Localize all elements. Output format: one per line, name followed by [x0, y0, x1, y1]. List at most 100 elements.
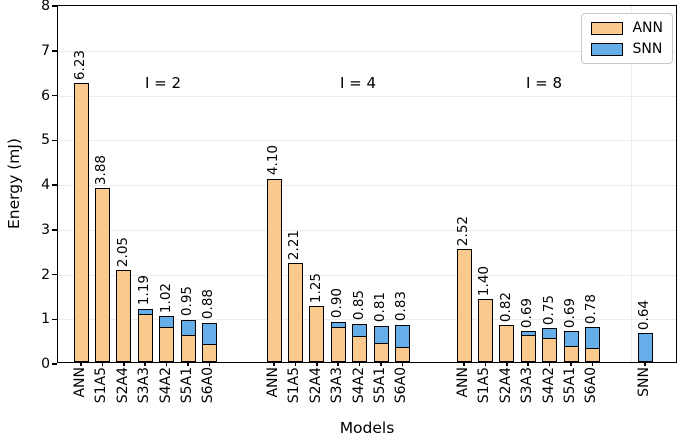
y-tick-mark [52, 139, 57, 141]
bar-cell-i2-s6a0: 0.88 S6A0 [200, 6, 217, 403]
bar-cell-i4-s5a1: 0.81 S5A1 [372, 6, 389, 403]
bar-i4-s3a3 [330, 321, 346, 362]
y-axis-label: Energy (mJ) [5, 138, 23, 230]
x-tick-label-i8-s5a1: S5A1 [562, 367, 578, 404]
bar-snn-segment [374, 326, 388, 344]
bar-i4-s4a2 [352, 324, 368, 362]
bar-value-label: 0.82 [497, 291, 514, 322]
x-tick-label-i4-s1a5: S1A5 [286, 367, 303, 404]
bar-value-label: 0.90 [329, 288, 346, 319]
legend-label-ann: ANN [632, 20, 663, 36]
bar-cell-i8-s5a1: 0.69 S5A1 [562, 6, 579, 403]
x-tick-label-i2-s4a2: S4A2 [157, 367, 174, 404]
y-tick-mark [52, 5, 57, 7]
bar-i8-s5a1 [563, 331, 579, 362]
y-tick-label-2: 2 [41, 266, 50, 283]
x-tick-label-i4-ann: ANN [265, 367, 281, 398]
bar-value-label: 2.05 [114, 236, 131, 267]
x-tick-label-i2-ann: ANN [72, 367, 88, 398]
bar-i2-s3a3 [137, 308, 153, 362]
y-tick-mark [52, 363, 57, 365]
x-tick-label-i4-s6a0: S6A0 [393, 367, 410, 404]
bar-value-label: 2.21 [286, 229, 303, 260]
bar-cell-i8-s4a2: 0.75 S4A2 [540, 6, 558, 403]
x-tick-label-i2-s2a4: S2A4 [114, 367, 131, 404]
x-tick-mark [506, 362, 508, 366]
bar-snn-segment [395, 325, 409, 348]
bar-value-label: 0.88 [200, 289, 217, 320]
y-tick-mark [52, 273, 57, 276]
x-tick-mark [273, 362, 275, 366]
gridline-y-4 [58, 185, 676, 186]
bar-snn-segment [181, 320, 195, 336]
bar-value-label: 4.10 [265, 144, 281, 175]
x-tick-mark [527, 362, 529, 366]
bar-cell-i2-s5a1: 0.95 S5A1 [179, 6, 196, 403]
bar-value-label: 0.69 [562, 297, 578, 328]
bar-snn-segment [353, 325, 367, 337]
gridline-y-5 [58, 140, 676, 142]
bar-cell-i2-s4a2: 1.02 S4A2 [157, 6, 175, 403]
bar-i4-s2a4 [309, 306, 325, 362]
x-tick-mark [463, 362, 465, 366]
bar-cell-i4-s6a0: 0.83 S6A0 [393, 6, 410, 403]
x-tick-mark [591, 362, 594, 366]
bar-value-label: 0.75 [540, 294, 557, 325]
gridline-x [631, 6, 632, 362]
bar-value-label: 0.83 [393, 291, 410, 322]
x-tick-mark [80, 362, 82, 366]
bar-snn [637, 333, 653, 362]
x-tick-label-i8-s1a5: S1A5 [476, 367, 493, 404]
x-tick-mark [401, 362, 404, 366]
bar-i8-s3a3 [520, 331, 536, 362]
bar-value-label: 0.69 [519, 297, 536, 328]
bar-value-label: 1.19 [136, 275, 153, 306]
bar-i4-ann [266, 178, 282, 362]
gridline-y-3 [58, 229, 676, 231]
bar-snn-segment [543, 329, 557, 340]
legend-swatch-ann [591, 21, 624, 35]
y-tick-mark [52, 184, 57, 186]
bar-value-label: 1.02 [157, 282, 174, 313]
bar-snn-segment [138, 309, 152, 315]
bar-i8-s4a2 [542, 328, 558, 362]
bar-i8-s6a0 [584, 327, 600, 362]
y-tick-label-1: 1 [41, 311, 50, 328]
bar-cell-i4-ann: 4.10 ANN [265, 6, 282, 398]
x-tick-mark [165, 362, 168, 366]
x-tick-label-i8-s6a0: S6A0 [583, 367, 600, 404]
bar-cell-i8-s3a3: 0.69 S3A3 [519, 6, 536, 403]
bar-snn-segment [521, 332, 535, 336]
x-tick-label-snn: SNN [636, 367, 652, 397]
y-tick-label-3: 3 [41, 221, 50, 238]
bar-i2-s6a0 [201, 322, 217, 362]
bar-i4-s6a0 [394, 324, 410, 362]
bar-i4-s5a1 [373, 325, 389, 362]
gridline-y-1 [58, 319, 676, 321]
x-tick-mark [548, 362, 551, 366]
bar-cell-i8-ann: 2.52 ANN [455, 6, 472, 398]
bar-i8-ann [456, 249, 472, 362]
legend-entry-snn: SNN [591, 41, 663, 57]
x-tick-mark [144, 362, 146, 366]
group-annotation-i=2: I = 2 [144, 74, 182, 92]
bar-value-label: 0.78 [583, 293, 600, 324]
x-tick-mark [294, 362, 297, 366]
bar-cell-i2-s2a4: 2.05 S2A4 [114, 6, 132, 403]
x-tick-label-i4-s3a3: S3A3 [329, 367, 346, 404]
bar-value-label: 6.23 [72, 49, 88, 80]
group-annotation-i=8: I = 8 [525, 74, 563, 92]
legend: ANN SNN [581, 13, 673, 64]
bar-snn-segment [564, 332, 578, 347]
bar-cell-i8-s1a5: 1.40 S1A5 [476, 6, 493, 403]
x-tick-label-i2-s1a5: S1A5 [93, 367, 110, 404]
x-tick-mark [570, 362, 572, 366]
bar-value-label: 1.40 [476, 265, 493, 296]
x-tick-mark [337, 362, 339, 366]
y-tick-mark [52, 229, 57, 231]
bar-i2-s5a1 [180, 319, 196, 362]
y-tick-label-4: 4 [41, 177, 50, 193]
legend-label-snn: SNN [632, 41, 663, 57]
bar-value-label: 0.95 [179, 285, 195, 316]
